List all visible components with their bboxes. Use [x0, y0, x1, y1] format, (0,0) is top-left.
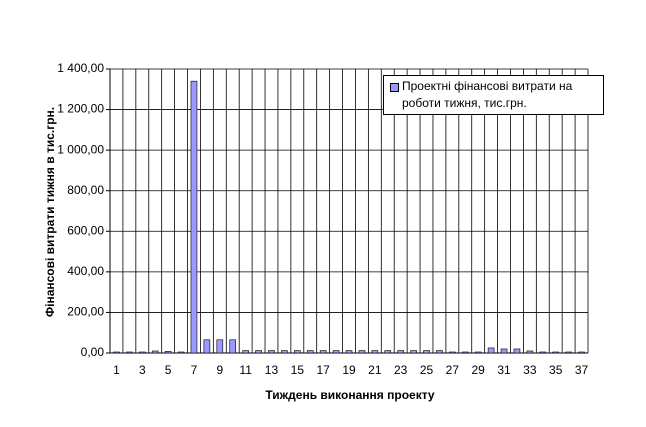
- bar: [229, 339, 237, 354]
- y-tick-label: 600,00: [67, 223, 104, 237]
- bar: [384, 350, 392, 354]
- bar: [449, 351, 456, 354]
- x-tick-label: 13: [265, 363, 279, 377]
- bar: [268, 350, 275, 354]
- x-tick-label: 15: [291, 363, 305, 377]
- x-axis-title: Тиждень виконання проекту: [265, 388, 434, 402]
- bar: [371, 350, 379, 354]
- x-tick-label: 25: [420, 363, 434, 377]
- bar: [500, 348, 508, 354]
- bar: [436, 350, 443, 354]
- y-tick-label: 800,00: [67, 183, 104, 197]
- legend: Проектні фінансові витрати на роботи тиж…: [383, 75, 604, 115]
- bar: [177, 351, 185, 354]
- bar: [474, 351, 482, 354]
- x-tick-label: 1: [113, 363, 120, 377]
- bar: [578, 351, 585, 354]
- x-tick-label: 29: [472, 363, 486, 377]
- x-tick-label: 9: [216, 363, 223, 377]
- bar: [138, 351, 146, 354]
- x-tick-label: 31: [497, 363, 511, 377]
- x-tick-label: 17: [316, 363, 330, 377]
- bar: [397, 350, 404, 354]
- x-tick-label: 27: [446, 363, 460, 377]
- legend-key: [390, 83, 399, 92]
- bar: [539, 351, 547, 354]
- y-tick-label: 0,00: [81, 345, 105, 359]
- x-tick-label: 5: [165, 363, 172, 377]
- x-tick-label: 21: [368, 363, 382, 377]
- bar: [345, 350, 353, 354]
- x-tick-label: 35: [549, 363, 563, 377]
- x-tick-label: 19: [342, 363, 356, 377]
- bar: [423, 350, 430, 354]
- y-tick-label: 1 200,00: [57, 102, 104, 116]
- bar: [203, 339, 211, 354]
- bar: [306, 350, 314, 354]
- bar: [151, 350, 159, 354]
- bar: [358, 350, 366, 354]
- bar: [565, 351, 572, 354]
- y-tick-label: 400,00: [67, 264, 104, 278]
- bar: [242, 350, 249, 354]
- x-tick-label: 23: [394, 363, 408, 377]
- bar: [513, 348, 521, 354]
- bar: [526, 350, 534, 354]
- y-tick-label: 200,00: [67, 305, 104, 319]
- y-tick-label: 1 000,00: [57, 142, 104, 156]
- y-tick-label: 1 400,00: [57, 61, 104, 75]
- bar: [319, 350, 327, 354]
- bar: [281, 350, 288, 354]
- x-tick-label: 37: [575, 363, 589, 377]
- x-tick-label: 3: [139, 363, 146, 377]
- x-tick-label: 11: [239, 363, 252, 377]
- y-axis-title: Фінансові витрати тижня в тис.грн.: [43, 107, 57, 317]
- bar: [461, 351, 469, 354]
- x-tick-label: 7: [191, 363, 198, 377]
- x-tick-label: 33: [523, 363, 537, 377]
- bar: [332, 350, 340, 354]
- bar: [552, 351, 560, 354]
- bar: [255, 350, 262, 354]
- legend-label: Проектні фінансові витрати на роботи тиж…: [402, 79, 573, 110]
- bar: [216, 339, 224, 354]
- bar: [113, 351, 120, 354]
- bar: [190, 80, 198, 354]
- bar: [294, 350, 301, 354]
- bar: [487, 347, 495, 354]
- bar: [410, 350, 417, 354]
- bar: [164, 351, 172, 354]
- bar: [126, 351, 133, 354]
